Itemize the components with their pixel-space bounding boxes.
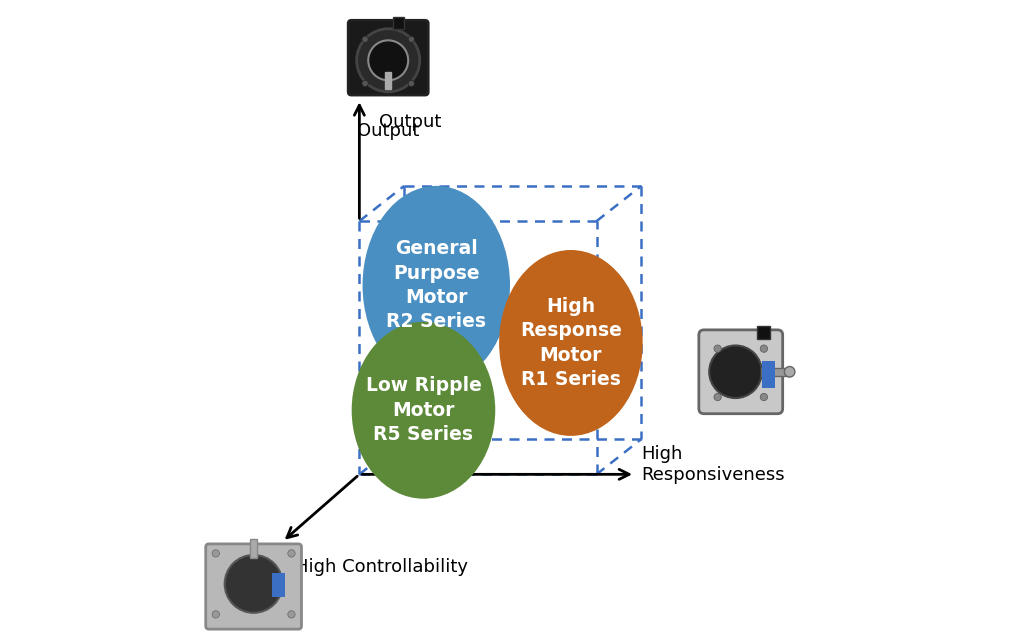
Circle shape [362,36,368,42]
Circle shape [713,394,720,401]
Text: High
Responsiveness: High Responsiveness [641,445,785,484]
Circle shape [224,555,282,613]
Bar [761,362,774,388]
Ellipse shape [352,322,495,499]
Text: General
Purpose
Motor
R2 Series: General Purpose Motor R2 Series [386,239,486,331]
Text: High
Response
Motor
R1 Series: High Response Motor R1 Series [520,297,622,389]
Circle shape [212,550,219,557]
Ellipse shape [362,186,510,385]
Text: Output: Output [378,113,440,131]
FancyBboxPatch shape [206,544,302,629]
Bar [393,17,404,29]
Bar [272,573,285,597]
Circle shape [708,345,761,398]
Circle shape [408,36,414,42]
Circle shape [759,394,767,401]
Circle shape [212,611,219,618]
Circle shape [408,80,414,87]
FancyBboxPatch shape [347,21,428,95]
Circle shape [759,345,767,353]
Circle shape [784,367,794,377]
Bar [760,367,789,376]
Circle shape [713,345,720,353]
Text: High Controllability: High Controllability [294,558,468,576]
Text: Output: Output [357,122,419,140]
Circle shape [287,611,294,618]
Circle shape [357,29,420,92]
Bar [385,72,391,89]
Circle shape [287,550,294,557]
Circle shape [362,80,368,87]
Text: Low Ripple
Motor
R5 Series: Low Ripple Motor R5 Series [365,376,481,444]
Ellipse shape [498,250,642,436]
FancyBboxPatch shape [698,330,782,413]
Bar [250,539,257,558]
Bar [756,326,769,339]
Circle shape [368,40,408,80]
